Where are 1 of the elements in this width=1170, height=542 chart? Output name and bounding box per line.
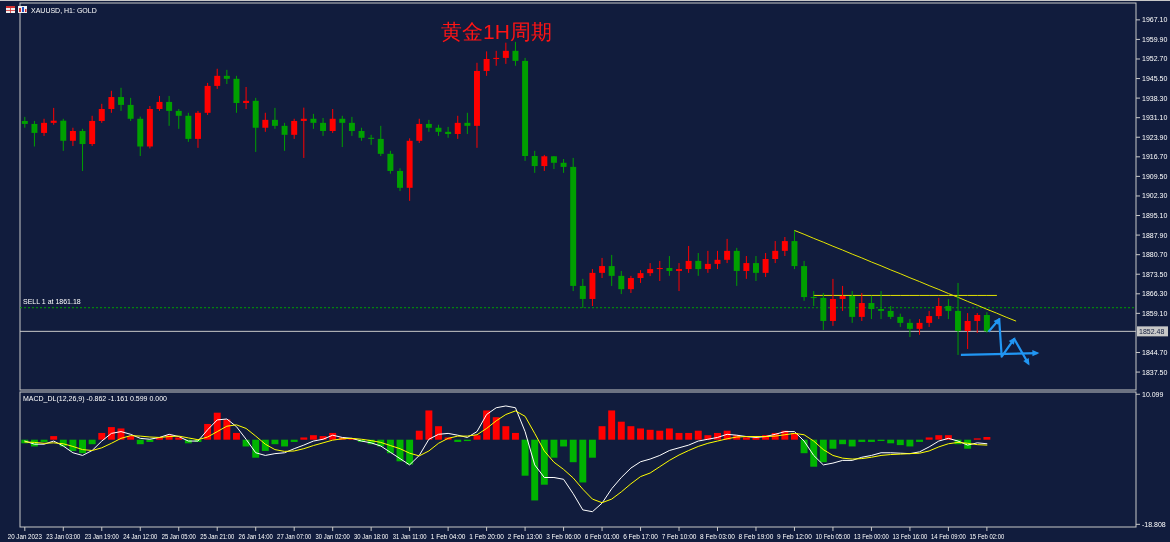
text: 黄金1H周期	[441, 20, 552, 43]
